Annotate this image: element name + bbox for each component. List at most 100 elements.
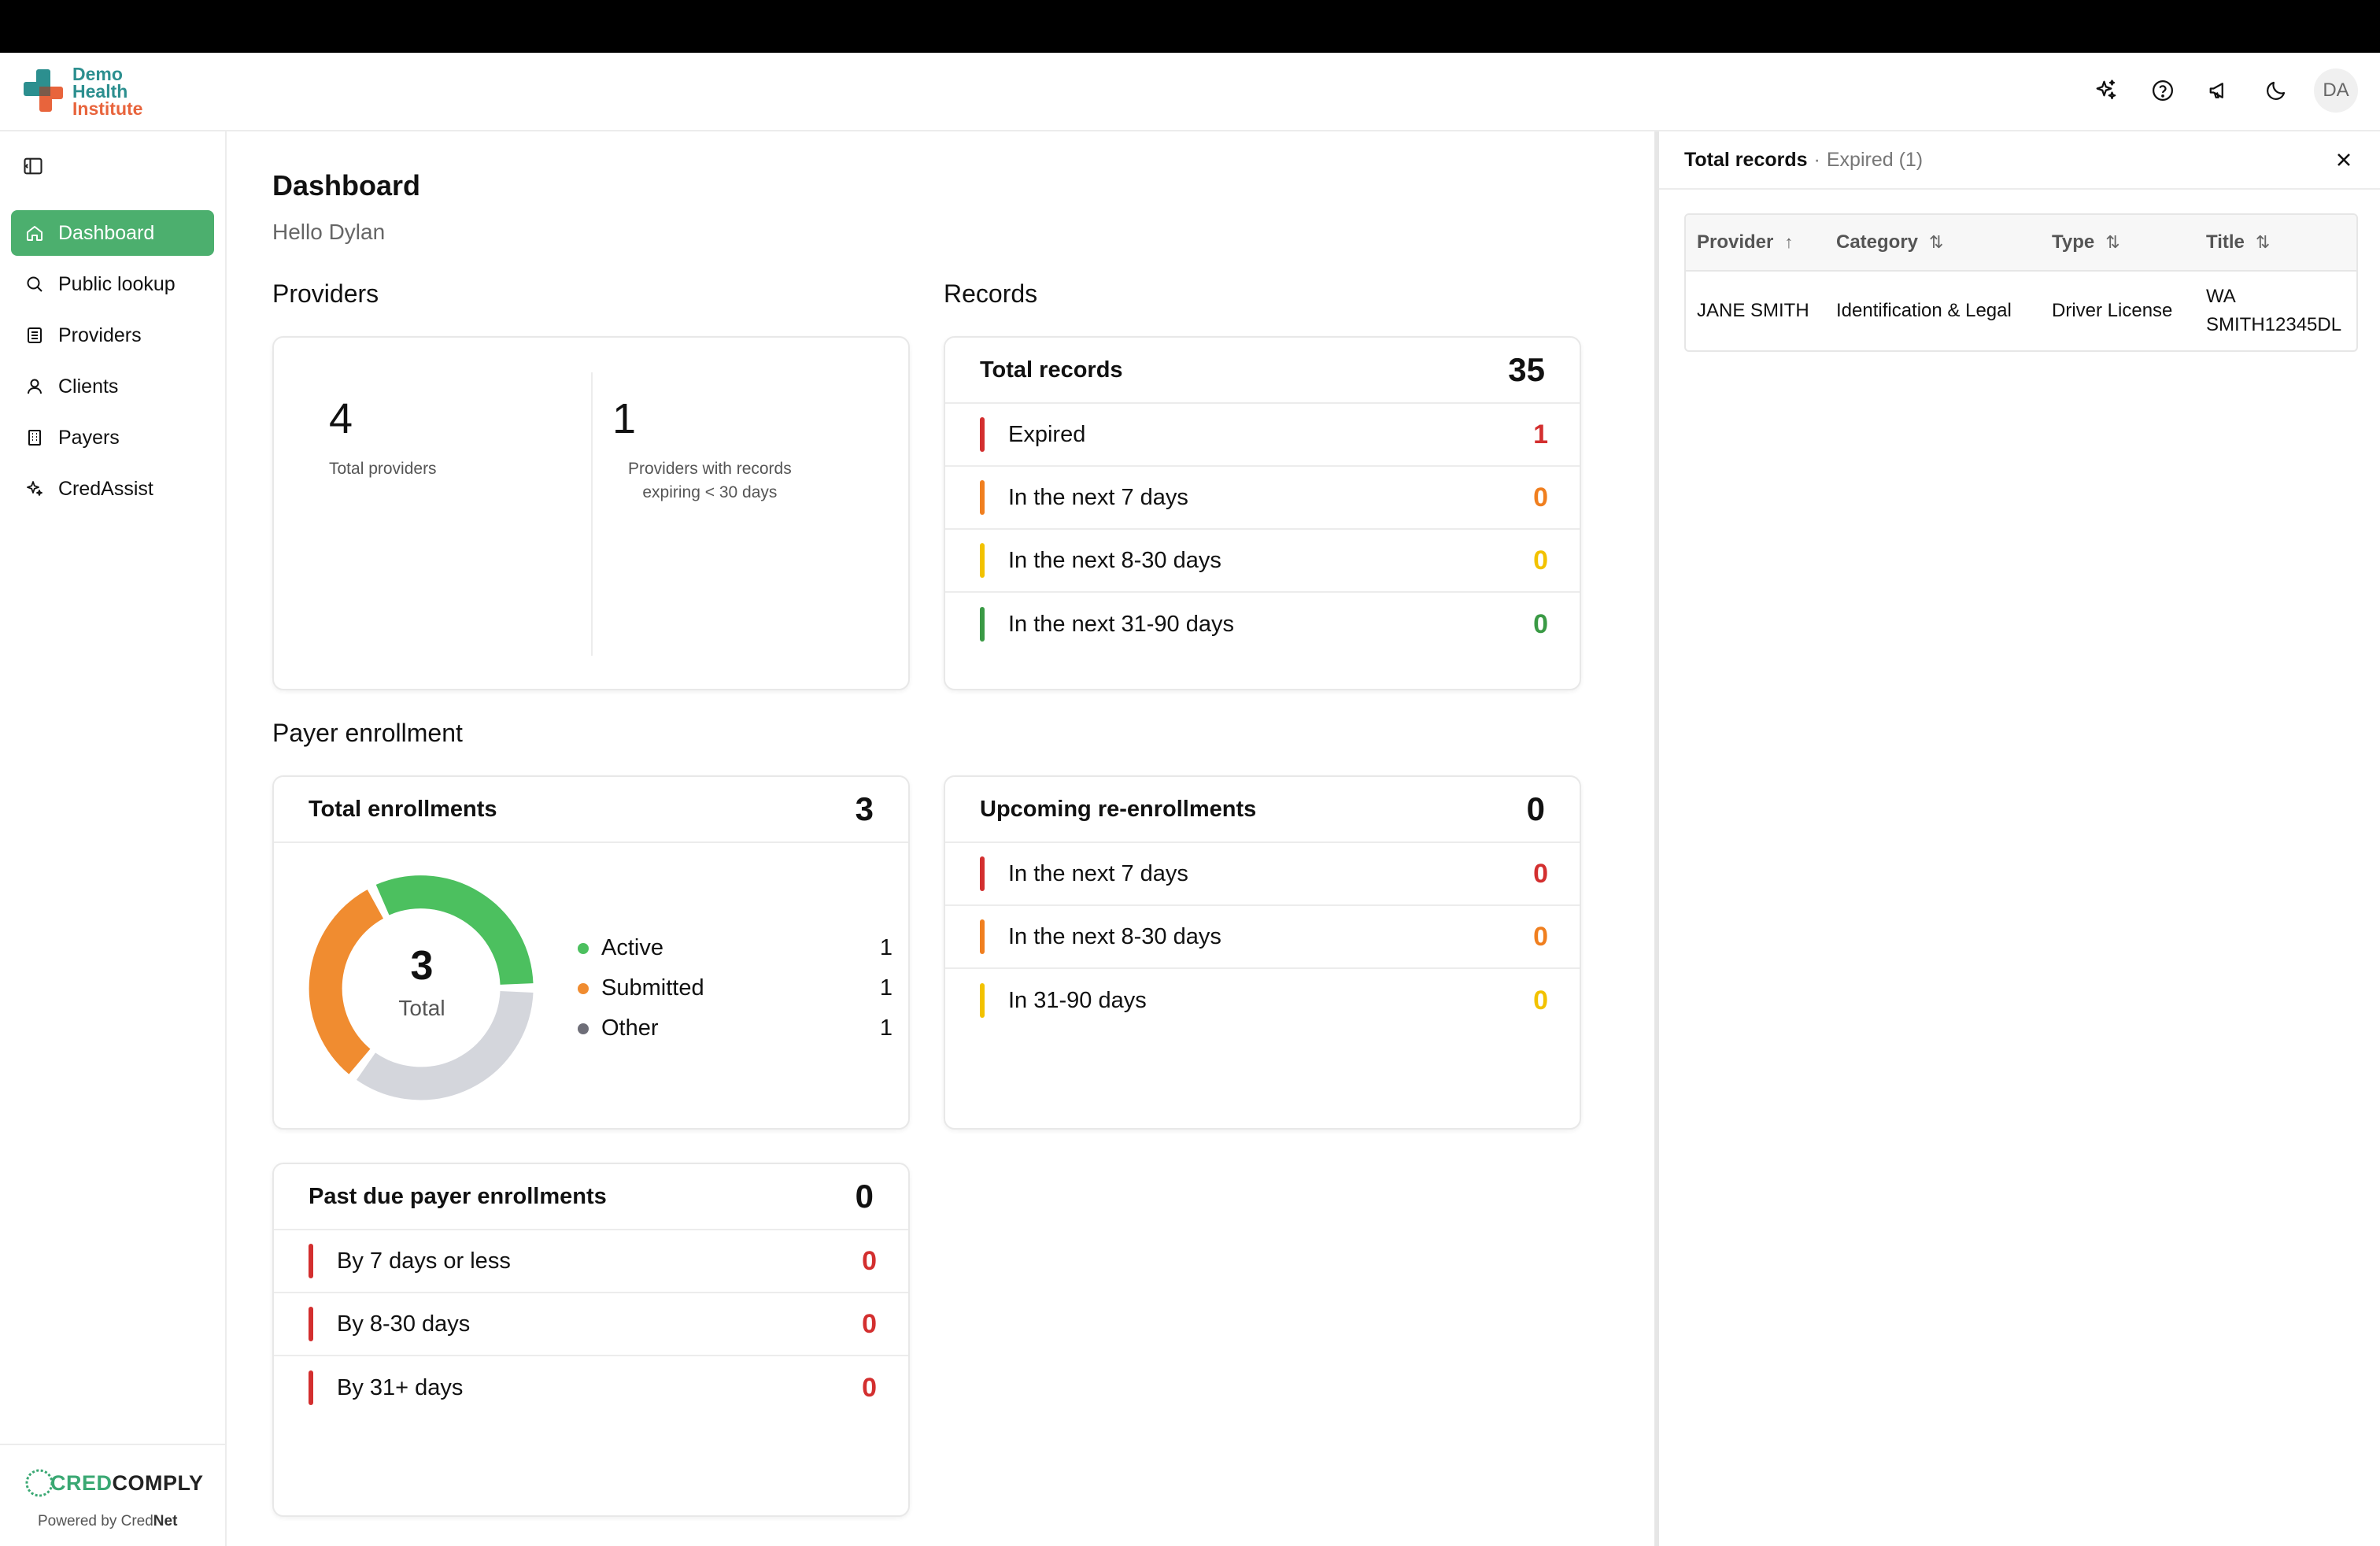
moon-icon[interactable] (2257, 72, 2295, 109)
status-bar (980, 919, 985, 954)
total-enrollments-count: 3 (855, 790, 874, 827)
legend-dot (578, 982, 589, 994)
column-label: Category (1836, 231, 1919, 253)
expiring-providers-value: 1 (612, 395, 637, 442)
panel-title: Total records (1684, 148, 1808, 171)
records-card-title: Total records (980, 357, 1123, 383)
column-header-provider[interactable]: Provider ↑ (1686, 231, 1825, 253)
past-due-row-8-30-days[interactable]: By 8-30 days 0 (274, 1293, 908, 1356)
sidebar-item-label: Dashboard (58, 221, 155, 244)
legend-value: 1 (879, 975, 893, 1000)
reenroll-row-8-30-days[interactable]: In the next 8-30 days 0 (945, 906, 1580, 969)
sidebar-collapse-icon[interactable] (22, 155, 47, 180)
sort-asc-icon: ↑ (1784, 232, 1794, 252)
row-label: Expired (1008, 421, 1086, 447)
records-row-31-90-days[interactable]: In the next 31-90 days 0 (945, 593, 1580, 656)
sparkle-icon (24, 478, 46, 500)
legend-label: Other (601, 1015, 659, 1041)
past-due-card: Past due payer enrollments 0 By 7 days o… (272, 1163, 910, 1517)
close-icon[interactable] (2333, 149, 2356, 172)
enrollment-legend: Active 1 Submitted 1 Other 1 (578, 928, 893, 1049)
row-value: 0 (862, 1372, 877, 1403)
row-value: 0 (1533, 921, 1548, 952)
expiring-providers-stat[interactable]: 1 Providers with records expiring < 30 d… (612, 394, 792, 505)
reenrollments-card: Upcoming re-enrollments 0 In the next 7 … (944, 775, 1581, 1130)
payer-enrollment-section-title: Payer enrollment (272, 719, 463, 747)
row-label: By 8-30 days (337, 1311, 471, 1337)
column-label: Type (2052, 231, 2095, 253)
legend-item-other[interactable]: Other 1 (578, 1008, 893, 1049)
sidebar-item-public-lookup[interactable]: Public lookup (11, 261, 214, 307)
column-label: Title (2206, 231, 2245, 253)
column-header-type[interactable]: Type ⇅ (2041, 231, 2195, 253)
sidebar-item-clients[interactable]: Clients (11, 364, 214, 409)
sidebar-item-dashboard[interactable]: Dashboard (11, 210, 214, 256)
table-row[interactable]: JANE SMITH Identification & Legal Driver… (1686, 272, 2356, 350)
cell-provider: JANE SMITH (1697, 300, 1809, 321)
providers-card: 4 Total providers 1 Providers with recor… (272, 336, 910, 690)
brand-logo[interactable]: Demo Health Institute (22, 65, 142, 118)
sparkle-icon[interactable] (2087, 72, 2125, 109)
credcomply-cred: CRED (50, 1470, 113, 1495)
total-providers-stat[interactable]: 4 Total providers (329, 394, 437, 481)
building-icon (24, 427, 46, 449)
list-icon (24, 324, 46, 346)
credcomply-logo: CREDCOMPLY (24, 1467, 204, 1499)
home-icon (24, 222, 46, 244)
total-enrollments-title: Total enrollments (309, 796, 497, 822)
past-due-header[interactable]: Past due payer enrollments 0 (274, 1164, 908, 1230)
past-due-row-7-days[interactable]: By 7 days or less 0 (274, 1230, 908, 1293)
expiring-label-line-1: Providers with records (628, 460, 792, 478)
megaphone-icon[interactable] (2201, 72, 2238, 109)
row-label: In 31-90 days (1008, 987, 1147, 1013)
reenrollments-count: 0 (1526, 790, 1545, 827)
status-bar (980, 983, 985, 1018)
credcomply-ring-icon (25, 1469, 54, 1497)
column-header-title[interactable]: Title ⇅ (2195, 231, 2356, 253)
powered-by: Powered by CredNet (38, 1513, 177, 1530)
records-row-expired[interactable]: Expired 1 (945, 404, 1580, 467)
reenrollments-header[interactable]: Upcoming re-enrollments 0 (945, 777, 1580, 843)
legend-item-submitted[interactable]: Submitted 1 (578, 968, 893, 1008)
total-enrollments-header[interactable]: Total enrollments 3 (274, 777, 908, 843)
records-row-7-days[interactable]: In the next 7 days 0 (945, 467, 1580, 530)
sort-icon: ⇅ (1929, 232, 1944, 252)
help-icon[interactable] (2144, 72, 2182, 109)
sidebar-item-credassist[interactable]: CredAssist (11, 466, 214, 512)
status-bar (309, 1244, 313, 1278)
cross-logo-icon (22, 68, 66, 115)
sidebar-item-label: Public lookup (58, 272, 176, 295)
records-card: Total records 35 Expired 1 In the next 7… (944, 336, 1581, 690)
cell-title-line-2: SMITH12345DL (2206, 314, 2342, 335)
search-icon (24, 273, 46, 295)
reenroll-row-7-days[interactable]: In the next 7 days 0 (945, 843, 1580, 906)
row-value: 1 (1533, 419, 1548, 449)
sidebar-item-providers[interactable]: Providers (11, 313, 214, 358)
legend-item-active[interactable]: Active 1 (578, 928, 893, 968)
past-due-row-31-days[interactable]: By 31+ days 0 (274, 1356, 908, 1419)
column-header-category[interactable]: Category ⇅ (1825, 231, 2041, 253)
status-bar (980, 856, 985, 891)
enrollment-donut-chart[interactable]: 3 Total (304, 870, 540, 1106)
records-table: Provider ↑ Category ⇅ Type ⇅ Title ⇅ JAN… (1684, 213, 2358, 352)
user-avatar[interactable]: DA (2314, 68, 2358, 113)
status-bar (980, 480, 985, 515)
row-value: 0 (862, 1308, 877, 1339)
reenroll-row-31-90-days[interactable]: In 31-90 days 0 (945, 969, 1580, 1032)
row-value: 0 (1533, 608, 1548, 639)
row-label: By 7 days or less (337, 1248, 511, 1274)
row-label: In the next 8-30 days (1008, 547, 1221, 573)
records-card-header[interactable]: Total records 35 (945, 338, 1580, 404)
system-top-bar (0, 0, 2380, 53)
panel-resize-handle[interactable] (1654, 131, 1659, 1546)
powered-bold: Net (153, 1513, 178, 1529)
total-providers-value: 4 (329, 395, 353, 442)
sidebar-item-payers[interactable]: Payers (11, 415, 214, 460)
column-label: Provider (1697, 231, 1774, 253)
cell-type: Driver License (2052, 300, 2173, 321)
records-row-8-30-days[interactable]: In the next 8-30 days 0 (945, 530, 1580, 593)
legend-value: 1 (879, 1015, 893, 1041)
panel-header: Total records · Expired (1) (1659, 131, 2380, 190)
donut-segment-other (357, 990, 534, 1100)
row-label: In the next 8-30 days (1008, 923, 1221, 949)
